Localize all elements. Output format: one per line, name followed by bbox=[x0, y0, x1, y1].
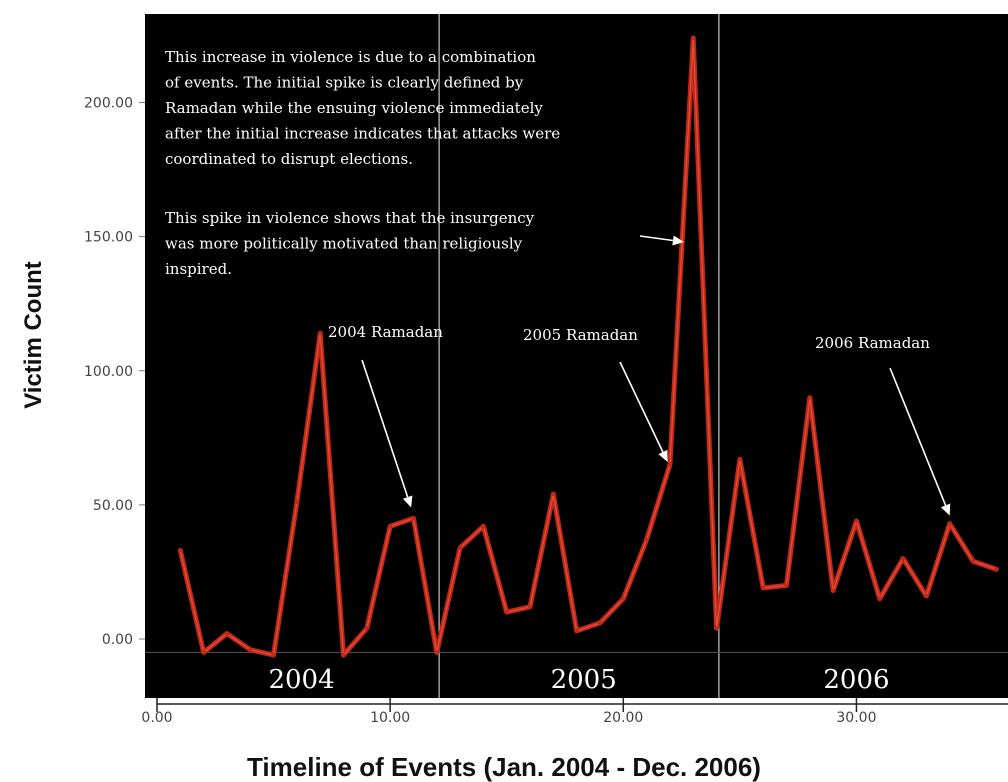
spike-arrow bbox=[639, 235, 684, 246]
data-point bbox=[341, 653, 346, 658]
annotation-text-line: after the initial increase indicates tha… bbox=[165, 125, 560, 143]
data-point bbox=[411, 516, 416, 521]
data-point bbox=[644, 537, 649, 542]
y-tick-label: 0.00 bbox=[102, 632, 133, 648]
ramadan-arrow-1 bbox=[361, 359, 413, 508]
data-point bbox=[621, 596, 626, 601]
data-point bbox=[364, 626, 369, 631]
data-point bbox=[294, 500, 299, 505]
annotation-text-line: was more politically motivated than reli… bbox=[165, 235, 523, 253]
data-point bbox=[994, 567, 999, 572]
x-tick-label: 20.00 bbox=[603, 710, 643, 726]
data-point bbox=[458, 545, 463, 550]
data-point bbox=[574, 628, 579, 633]
annotation-text-line: Ramadan while the ensuing violence immed… bbox=[165, 99, 543, 117]
data-point bbox=[224, 631, 229, 636]
ramadan-label-2: 2005 Ramadan bbox=[523, 326, 638, 344]
year-label-2006: 2006 bbox=[823, 665, 889, 695]
x-axis-title: Timeline of Events (Jan. 2004 - Dec. 200… bbox=[247, 752, 761, 782]
y-tick-label: 200.00 bbox=[84, 96, 133, 112]
year-label-2005: 2005 bbox=[551, 665, 617, 695]
ramadan-label-3: 2006 Ramadan bbox=[815, 334, 930, 352]
series-line-highlight bbox=[179, 37, 997, 656]
data-point bbox=[901, 556, 906, 561]
data-point bbox=[271, 653, 276, 658]
data-point bbox=[784, 583, 789, 588]
data-point bbox=[691, 36, 696, 41]
y-axis-title: Victim Count bbox=[20, 261, 47, 409]
data-point bbox=[504, 610, 509, 615]
data-point bbox=[248, 647, 253, 652]
data-point bbox=[178, 548, 183, 553]
data-point bbox=[831, 588, 836, 593]
y-tick-label: 100.00 bbox=[84, 364, 133, 380]
x-tick-label: 30.00 bbox=[836, 710, 876, 726]
year-label-2004: 2004 bbox=[268, 665, 334, 695]
plot-background bbox=[145, 14, 1008, 698]
ramadan-arrow-3 bbox=[889, 367, 951, 516]
data-point bbox=[877, 596, 882, 601]
data-point bbox=[551, 492, 556, 497]
annotation-text-line: This spike in violence shows that the in… bbox=[165, 209, 535, 227]
data-point bbox=[201, 650, 206, 655]
data-point bbox=[481, 524, 486, 529]
data-point bbox=[737, 457, 742, 462]
annotation-text-line: coordinated to disrupt elections. bbox=[165, 150, 413, 168]
annotation-text-line: inspired. bbox=[165, 260, 232, 278]
x-tick-label: 0.00 bbox=[141, 710, 172, 726]
data-point bbox=[667, 462, 672, 467]
annotation-text-line: This increase in violence is due to a co… bbox=[165, 48, 536, 66]
y-tick-label: 50.00 bbox=[93, 498, 133, 514]
data-point bbox=[434, 650, 439, 655]
y-tick-label: 150.00 bbox=[84, 230, 133, 246]
data-point bbox=[318, 331, 323, 336]
annotation-text-line: of events. The initial spike is clearly … bbox=[165, 74, 524, 92]
data-point bbox=[947, 521, 952, 526]
ramadan-label-1: 2004 Ramadan bbox=[328, 323, 443, 341]
data-point bbox=[854, 518, 859, 523]
data-point bbox=[714, 626, 719, 631]
data-point bbox=[528, 604, 533, 609]
data-point bbox=[807, 395, 812, 400]
data-point bbox=[597, 620, 602, 625]
data-point bbox=[971, 559, 976, 564]
x-tick-label: 10.00 bbox=[370, 710, 410, 726]
data-point bbox=[388, 524, 393, 529]
ramadan-arrow-2 bbox=[619, 361, 668, 462]
data-point bbox=[924, 594, 929, 599]
data-point bbox=[761, 586, 766, 591]
